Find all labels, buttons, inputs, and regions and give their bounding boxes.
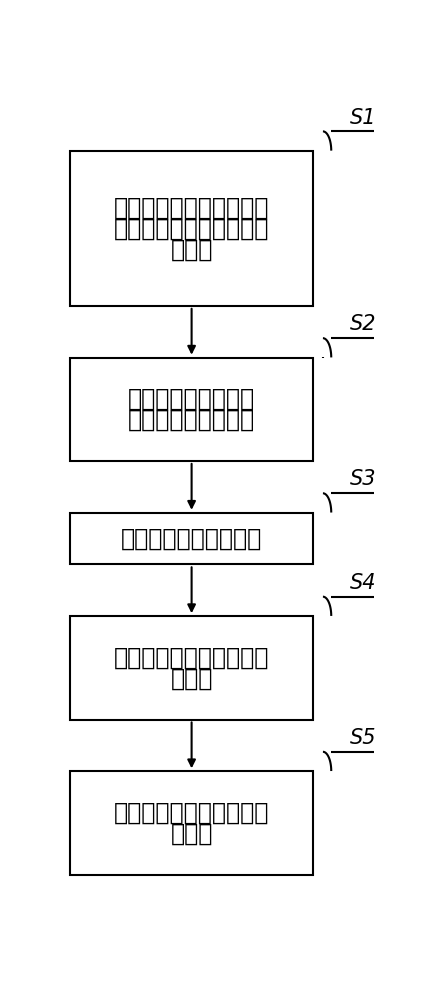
Text: 处理航空发动机叶片的测: 处理航空发动机叶片的测 — [114, 800, 269, 824]
Bar — [70, 616, 313, 720]
Text: S1: S1 — [350, 108, 376, 128]
Bar — [70, 771, 313, 875]
Text: 标定伺服旋转工作台、结: 标定伺服旋转工作台、结 — [114, 195, 269, 219]
Text: 维形貌: 维形貌 — [170, 666, 213, 690]
Text: 根据航空发动机叶片: 根据航空发动机叶片 — [128, 387, 255, 411]
Text: S4: S4 — [350, 573, 376, 593]
Bar — [70, 513, 313, 564]
Text: 设计模型布置测量点: 设计模型布置测量点 — [128, 408, 255, 432]
Text: 量数据: 量数据 — [170, 821, 213, 845]
Bar — [70, 358, 313, 461]
Bar — [70, 151, 313, 306]
Text: S3: S3 — [350, 469, 376, 489]
Text: S5: S5 — [350, 728, 376, 748]
Text: 坐标系: 坐标系 — [170, 237, 213, 261]
Text: S2: S2 — [350, 314, 376, 334]
Text: 构光三位扫描仪及机器人: 构光三位扫描仪及机器人 — [114, 216, 269, 240]
Text: 规划机器人测量的路径: 规划机器人测量的路径 — [121, 527, 262, 551]
Text: 测量航空发动机叶片的三: 测量航空发动机叶片的三 — [114, 645, 269, 669]
